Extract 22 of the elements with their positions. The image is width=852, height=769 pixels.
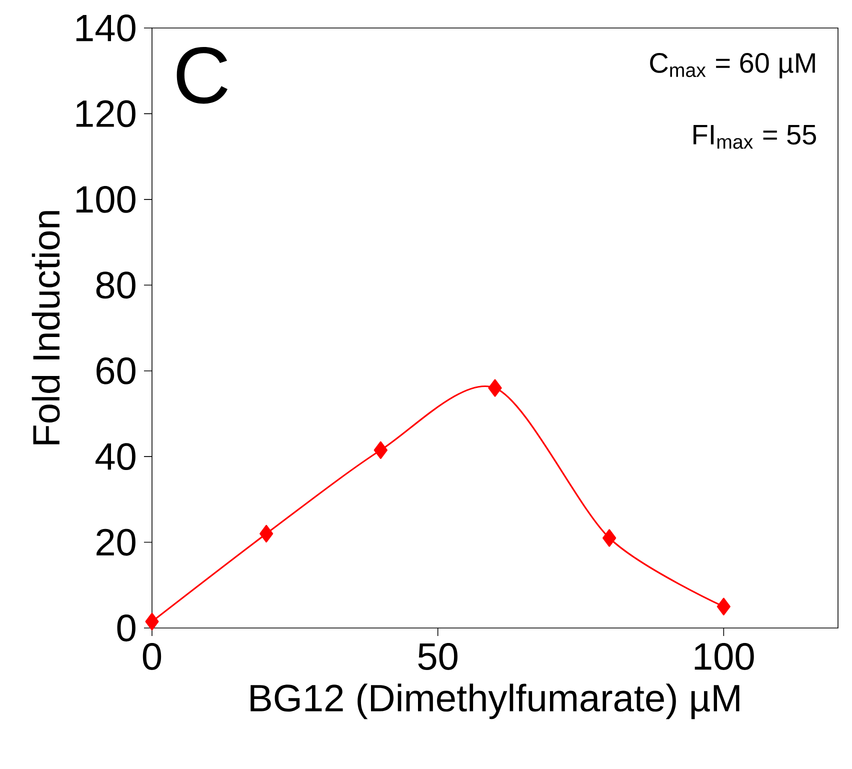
y-tick-label: 140 (76, 14, 136, 42)
x-axis-title: BG12 (Dimethylfumarate) µM (250, 684, 740, 720)
y-tick-label: 40 (96, 443, 136, 470)
x-tick-label: 50 (418, 643, 458, 670)
annotation: C$_{max}$ = 60 µM (650, 53, 815, 78)
annotation: C (176, 47, 228, 104)
y-tick-label: 60 (96, 357, 136, 384)
y-tick-label: 120 (76, 100, 136, 128)
point (260, 524, 274, 542)
point (716, 598, 730, 616)
y-tick-label: 20 (96, 528, 136, 556)
point (488, 379, 502, 397)
point (602, 529, 616, 547)
y-tick-label: 100 (76, 186, 136, 213)
y-tick-label: 0 (117, 614, 136, 642)
x-tick-label: 0 (142, 643, 162, 670)
annotation: FI$_{max}$ = 55 (694, 125, 816, 149)
y-tick-label: 80 (96, 272, 136, 299)
y-axis-title: Fold Induction (32, 211, 60, 444)
x-tick-label: 100 (694, 643, 754, 670)
point (145, 612, 159, 630)
point (374, 441, 388, 459)
